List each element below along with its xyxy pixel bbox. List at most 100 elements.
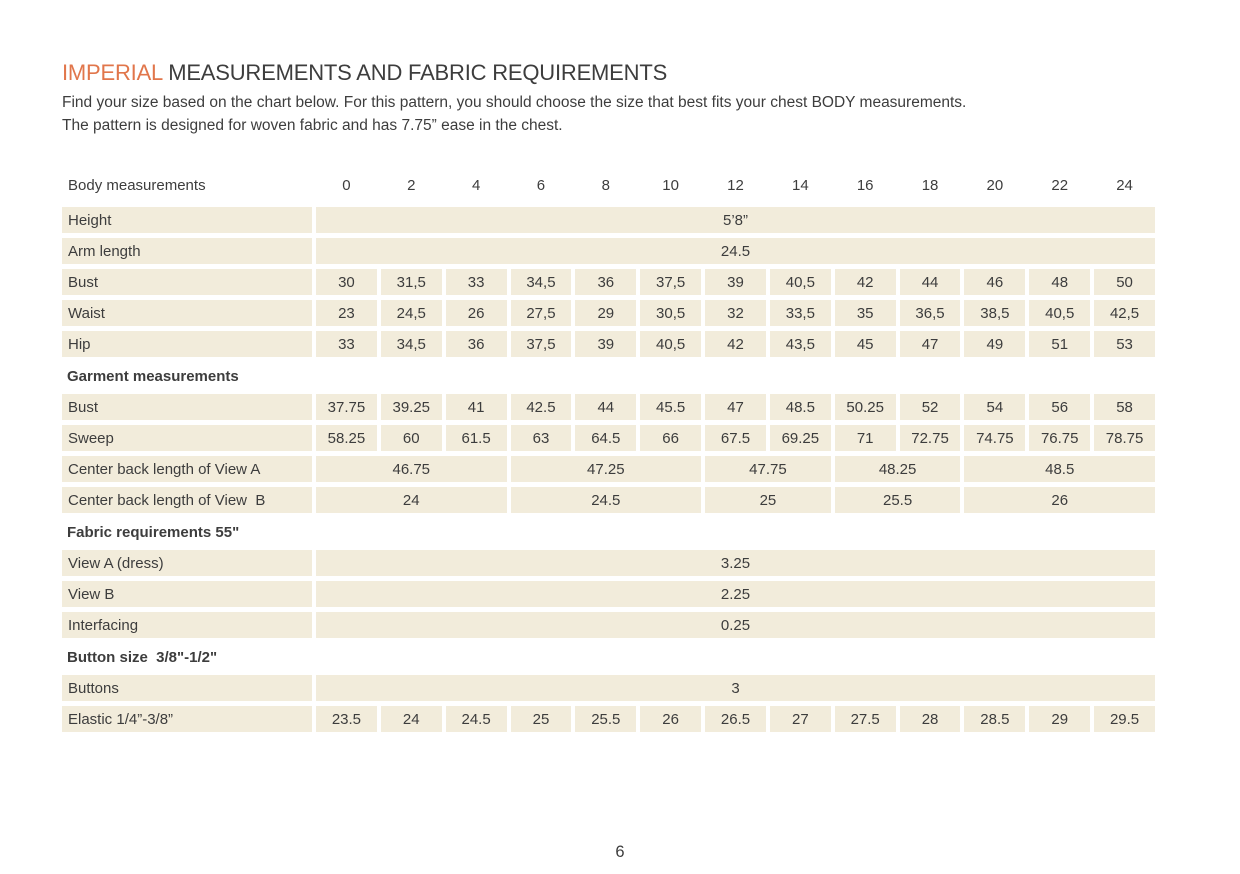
- size-column-header: 2: [407, 176, 416, 194]
- value-cell: 49: [964, 331, 1026, 357]
- size-column-header: 10: [662, 176, 679, 194]
- size-column-header: 18: [921, 176, 939, 194]
- value-cell: 50.25: [834, 394, 896, 420]
- row-label: Arm length: [62, 238, 312, 264]
- row-label: View B: [62, 581, 312, 607]
- value-cell: 24: [380, 706, 442, 732]
- table-row: Buttons 3: [62, 675, 1155, 701]
- size-chart-table: Body measurements 0 2 4 6 8 10 12 14 16 18 20 22 24 He…: [62, 173, 1155, 732]
- value-cell: 41: [445, 394, 507, 420]
- merged-value-cell: 24.5: [316, 238, 1155, 264]
- group-value-cell: 47.75: [705, 456, 831, 482]
- value-cell: 23.5: [316, 706, 377, 732]
- value-cell: 47: [899, 331, 961, 357]
- title-highlight: IMPERIAL: [62, 60, 163, 85]
- table-row: Bust 30 31,5 33 34,5 36 37,5 39 40,5 42 44 46 48 50: [62, 269, 1155, 295]
- value-cell: 47: [705, 394, 766, 420]
- size-column-header: 16: [856, 176, 874, 194]
- group-value-cell: 46.75: [316, 456, 507, 482]
- value-cell: 45: [834, 331, 896, 357]
- row-label: Center back length of View A: [62, 456, 312, 482]
- row-label: Bust: [62, 394, 312, 420]
- value-cell: 69.25: [769, 425, 831, 451]
- value-cell: 58.25: [316, 425, 377, 451]
- group-value-cell: 25: [705, 487, 831, 513]
- value-cell: 31,5: [380, 269, 442, 295]
- row-label: Hip: [62, 331, 312, 357]
- value-cell: 27,5: [510, 300, 572, 326]
- merged-value-cell: 0.25: [316, 612, 1155, 638]
- value-cell: 40,5: [1029, 300, 1091, 326]
- table-row: Sweep 58.25 60 61.5 63 64.5 66 67.5 69.25 71 72.75…: [62, 425, 1155, 451]
- value-cell: 44: [575, 394, 637, 420]
- value-cell: 36: [575, 269, 637, 295]
- value-cell: 27.5: [834, 706, 896, 732]
- value-cell: 40,5: [769, 269, 831, 295]
- value-cell: 39: [575, 331, 637, 357]
- value-cell: 39: [705, 269, 766, 295]
- value-cell: 29: [575, 300, 637, 326]
- size-column-header: 14: [792, 176, 809, 194]
- intro-line-1: Find your size based on the chart below.…: [62, 94, 967, 111]
- value-cell: 25: [510, 706, 572, 732]
- value-cell: 39.25: [380, 394, 442, 420]
- value-cell: 56: [1029, 394, 1091, 420]
- table-row: View A (dress) 3.25: [62, 550, 1155, 576]
- value-cell: 29: [1029, 706, 1091, 732]
- page-number: 6: [615, 843, 625, 861]
- value-cell: 36: [445, 331, 507, 357]
- group-value-cell: 48.5: [964, 456, 1155, 482]
- value-cell: 42,5: [1094, 300, 1155, 326]
- value-cell: 33,5: [769, 300, 831, 326]
- value-cell: 74.75: [964, 425, 1026, 451]
- table-row: Hip 33 34,5 36 37,5 39 40,5 42 43,5 45 47 49 51 53: [62, 331, 1155, 357]
- value-cell: 32: [705, 300, 766, 326]
- table-header-row: Body measurements 0 2 4 6 8 10 12 14 16 18 20 22 24: [62, 173, 1155, 197]
- value-cell: 45.5: [640, 394, 702, 420]
- row-label: View A (dress): [62, 550, 312, 576]
- row-label: Buttons: [62, 675, 312, 701]
- table-row: Bust 37.75 39.25 41 42.5 44 45.5 47 48.5 50.25 52 5…: [62, 394, 1155, 420]
- size-column-header: 8: [601, 176, 610, 194]
- column-header-label: Body measurements: [68, 176, 206, 194]
- value-cell: 64.5: [575, 425, 637, 451]
- row-label: Elastic 1/4”-3/8”: [62, 706, 312, 732]
- table-row: View B 2.25: [62, 581, 1155, 607]
- value-cell: 60: [380, 425, 442, 451]
- merged-value-cell: 5’8”: [316, 207, 1155, 233]
- table-row: Height 5’8”: [62, 207, 1155, 233]
- value-cell: 24.5: [445, 706, 507, 732]
- row-label: Waist: [62, 300, 312, 326]
- value-cell: 24,5: [380, 300, 442, 326]
- merged-value-cell: 3.25: [316, 550, 1155, 576]
- value-cell: 23: [316, 300, 377, 326]
- section-header: Fabric requirements 55": [67, 524, 240, 541]
- group-value-cell: 25.5: [834, 487, 961, 513]
- size-column-header: 4: [471, 176, 481, 194]
- row-label: Interfacing: [62, 612, 312, 638]
- size-column-header: 0: [342, 176, 351, 194]
- table-row: Waist 23 24,5 26 27,5 29 30,5 32 33,5 35 36,5 38,5 4…: [62, 300, 1155, 326]
- value-cell: 28.5: [964, 706, 1026, 732]
- value-cell: 48.5: [769, 394, 831, 420]
- table-row: Elastic 1/4”-3/8” 23.5 24 24.5 25 25.5 26 26.5 2…: [62, 706, 1155, 732]
- page-content: IMPERIAL MEASUREMENTS AND FABRIC REQUIRE…: [62, 60, 1155, 732]
- value-cell: 37.75: [316, 394, 377, 420]
- value-cell: 48: [1029, 269, 1091, 295]
- value-cell: 26.5: [705, 706, 766, 732]
- value-cell: 34,5: [510, 269, 572, 295]
- size-column-header: 22: [1051, 176, 1069, 194]
- group-value-cell: 24: [316, 487, 507, 513]
- value-cell: 37,5: [640, 269, 702, 295]
- value-cell: 42: [834, 269, 896, 295]
- value-cell: 30,5: [640, 300, 702, 326]
- value-cell: 42: [705, 331, 766, 357]
- value-cell: 30: [316, 269, 377, 295]
- value-cell: 44: [899, 269, 961, 295]
- value-cell: 37,5: [510, 331, 572, 357]
- value-cell: 50: [1094, 269, 1155, 295]
- value-cell: 78.75: [1094, 425, 1155, 451]
- merged-value-cell: 3: [316, 675, 1155, 701]
- value-cell: 63: [510, 425, 572, 451]
